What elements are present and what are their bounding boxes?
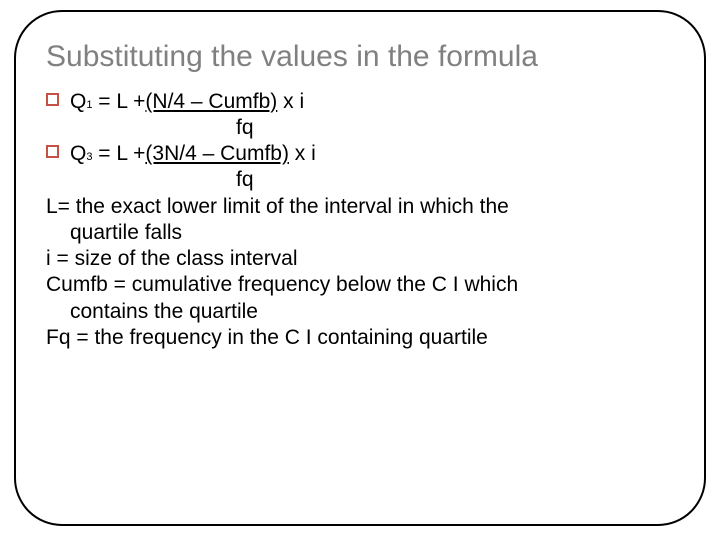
bullet-icon	[46, 93, 59, 106]
bullet-icon	[46, 145, 59, 158]
formula-q3-line: Q3 = L +(3N/4 – Cumfb) x i	[46, 141, 674, 167]
definition-l-line2: quartile falls	[46, 220, 674, 246]
q3-prefix: = L +	[92, 142, 145, 165]
definition-fq: Fq = the frequency in the C I containing…	[46, 325, 674, 351]
slide-container: Substituting the values in the formula Q…	[0, 0, 720, 540]
definition-cumfb-line2: contains the quartile	[46, 299, 674, 325]
q3-denominator: fq	[46, 167, 674, 193]
q3-letter: Q	[70, 142, 86, 165]
definition-cumfb-line1: Cumfb = cumulative frequency below the C…	[46, 272, 674, 298]
q1-letter: Q	[70, 90, 86, 113]
q3-suffix: x i	[289, 142, 316, 165]
slide-title: Substituting the values in the formula	[46, 40, 674, 75]
slide-body: Q1 = L +(N/4 – Cumfb) x i fq Q3 = L +(3N…	[46, 89, 674, 352]
q1-fraction-numerator: (N/4 – Cumfb)	[145, 90, 277, 113]
q1-suffix: x i	[277, 90, 304, 113]
definition-i: i = size of the class interval	[46, 246, 674, 272]
q1-denominator: fq	[46, 115, 674, 141]
formula-q1-line: Q1 = L +(N/4 – Cumfb) x i	[46, 89, 674, 115]
q1-prefix: = L +	[92, 90, 145, 113]
slide-frame: Substituting the values in the formula Q…	[14, 10, 706, 526]
q3-fraction-numerator: (3N/4 – Cumfb)	[145, 142, 289, 165]
definition-l-line1: L= the exact lower limit of the interval…	[46, 194, 674, 220]
